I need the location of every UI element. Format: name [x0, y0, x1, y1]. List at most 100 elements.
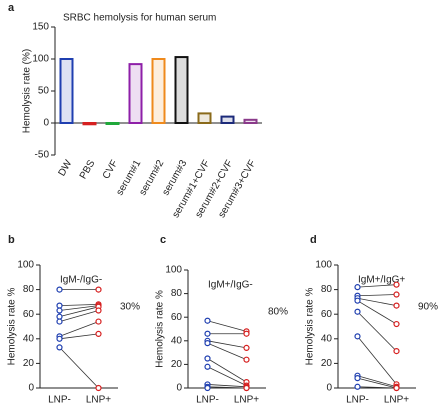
- point: [95, 318, 102, 325]
- annotation: 80%: [268, 307, 288, 318]
- pair-line: [357, 300, 397, 325]
- pair-line: [59, 347, 99, 389]
- y-tick-label: 60: [23, 309, 35, 320]
- panel-label: d: [310, 234, 317, 246]
- pair-line: [207, 320, 247, 332]
- y-tick-label: 100: [165, 265, 182, 276]
- y-tick-label: 80: [23, 284, 35, 295]
- point: [56, 313, 63, 320]
- point: [393, 302, 400, 309]
- annotation: IgM+/IgG-: [208, 280, 253, 291]
- y-tick-label: 80: [171, 288, 183, 299]
- x-tick-label: LNP+: [234, 395, 259, 406]
- x-tick-label: PBS: [78, 158, 98, 181]
- pair-line: [207, 366, 247, 387]
- point: [56, 318, 63, 325]
- x-tick-label: LNP-: [346, 395, 369, 406]
- point: [354, 333, 361, 340]
- y-axis-label: Hemolysis rate %: [155, 290, 166, 368]
- pair-line: [59, 305, 99, 311]
- point: [393, 320, 400, 328]
- pair-line: [357, 294, 397, 297]
- point: [243, 384, 250, 392]
- point: [243, 344, 250, 351]
- point: [56, 302, 63, 309]
- y-tick-label: 100: [17, 260, 34, 271]
- y-tick-label: 80: [321, 284, 333, 295]
- y-tick-label: 40: [171, 335, 183, 346]
- annotation: 30%: [120, 302, 140, 313]
- pair-line: [59, 310, 99, 322]
- pair-line: [59, 306, 99, 318]
- point: [95, 286, 102, 293]
- point: [204, 355, 211, 362]
- point: [354, 297, 361, 304]
- pair-line: [59, 303, 99, 306]
- bar: [59, 58, 74, 124]
- point: [243, 330, 250, 337]
- y-axis-label: Hemolysis rate %: [305, 288, 316, 366]
- pair-line: [207, 358, 247, 383]
- point: [204, 340, 211, 347]
- annotation: IgM-/IgG-: [60, 275, 102, 286]
- y-tick-label: 100: [315, 260, 332, 271]
- point: [393, 384, 400, 392]
- x-tick-label: DW: [57, 158, 75, 178]
- y-tick-label: 0: [326, 383, 332, 394]
- panel-label: a: [8, 2, 15, 14]
- point: [204, 330, 211, 337]
- y-tick-label: 40: [321, 333, 333, 344]
- y-tick-label: 0: [28, 383, 34, 394]
- x-tick-label: LNP-: [196, 395, 219, 406]
- bar: [174, 56, 189, 124]
- y-tick-label: 20: [171, 359, 183, 370]
- bar: [197, 112, 212, 125]
- y-axis-label: Hemolysis rate (%): [22, 49, 33, 133]
- point: [393, 281, 400, 288]
- pair-line: [207, 384, 247, 388]
- point: [204, 363, 211, 370]
- point: [204, 317, 211, 324]
- point: [56, 344, 63, 351]
- bar: [105, 122, 120, 125]
- pair-line: [357, 336, 397, 385]
- x-tick-label: CVF: [101, 158, 121, 181]
- bar: [220, 115, 235, 124]
- point: [393, 291, 400, 298]
- point: [354, 284, 361, 291]
- point: [354, 383, 361, 390]
- point: [354, 308, 361, 315]
- y-tick-label: 100: [32, 54, 49, 65]
- point: [204, 384, 211, 392]
- chart-title: SRBC hemolysis for human serum: [63, 13, 216, 24]
- y-tick-label: 0: [176, 383, 182, 394]
- pair-line: [59, 321, 99, 337]
- panel-label: b: [8, 234, 15, 246]
- y-tick-label: 20: [23, 358, 35, 369]
- pair-line: [357, 284, 397, 288]
- point: [354, 375, 361, 382]
- pair-line: [207, 340, 247, 349]
- y-axis-label: Hemolysis rate %: [7, 288, 18, 366]
- y-tick-label: 150: [32, 22, 49, 33]
- x-tick-label: LNP+: [86, 395, 111, 406]
- pair-line: [357, 377, 397, 389]
- y-tick-label: 50: [38, 86, 50, 97]
- pair-line: [207, 342, 247, 361]
- point: [56, 335, 63, 342]
- pair-line: [59, 333, 99, 340]
- panel-label: c: [160, 234, 166, 246]
- point: [95, 307, 102, 314]
- y-tick-label: 40: [23, 333, 35, 344]
- pair-line: [357, 297, 397, 306]
- bar: [243, 118, 258, 125]
- bar: [82, 122, 97, 126]
- y-tick-label: 60: [171, 312, 183, 323]
- x-tick-label: LNP-: [48, 395, 71, 406]
- y-tick-label: -50: [35, 150, 50, 161]
- annotation: 90%: [418, 302, 438, 313]
- pair-line: [357, 311, 397, 352]
- point: [95, 330, 102, 337]
- point: [56, 307, 63, 314]
